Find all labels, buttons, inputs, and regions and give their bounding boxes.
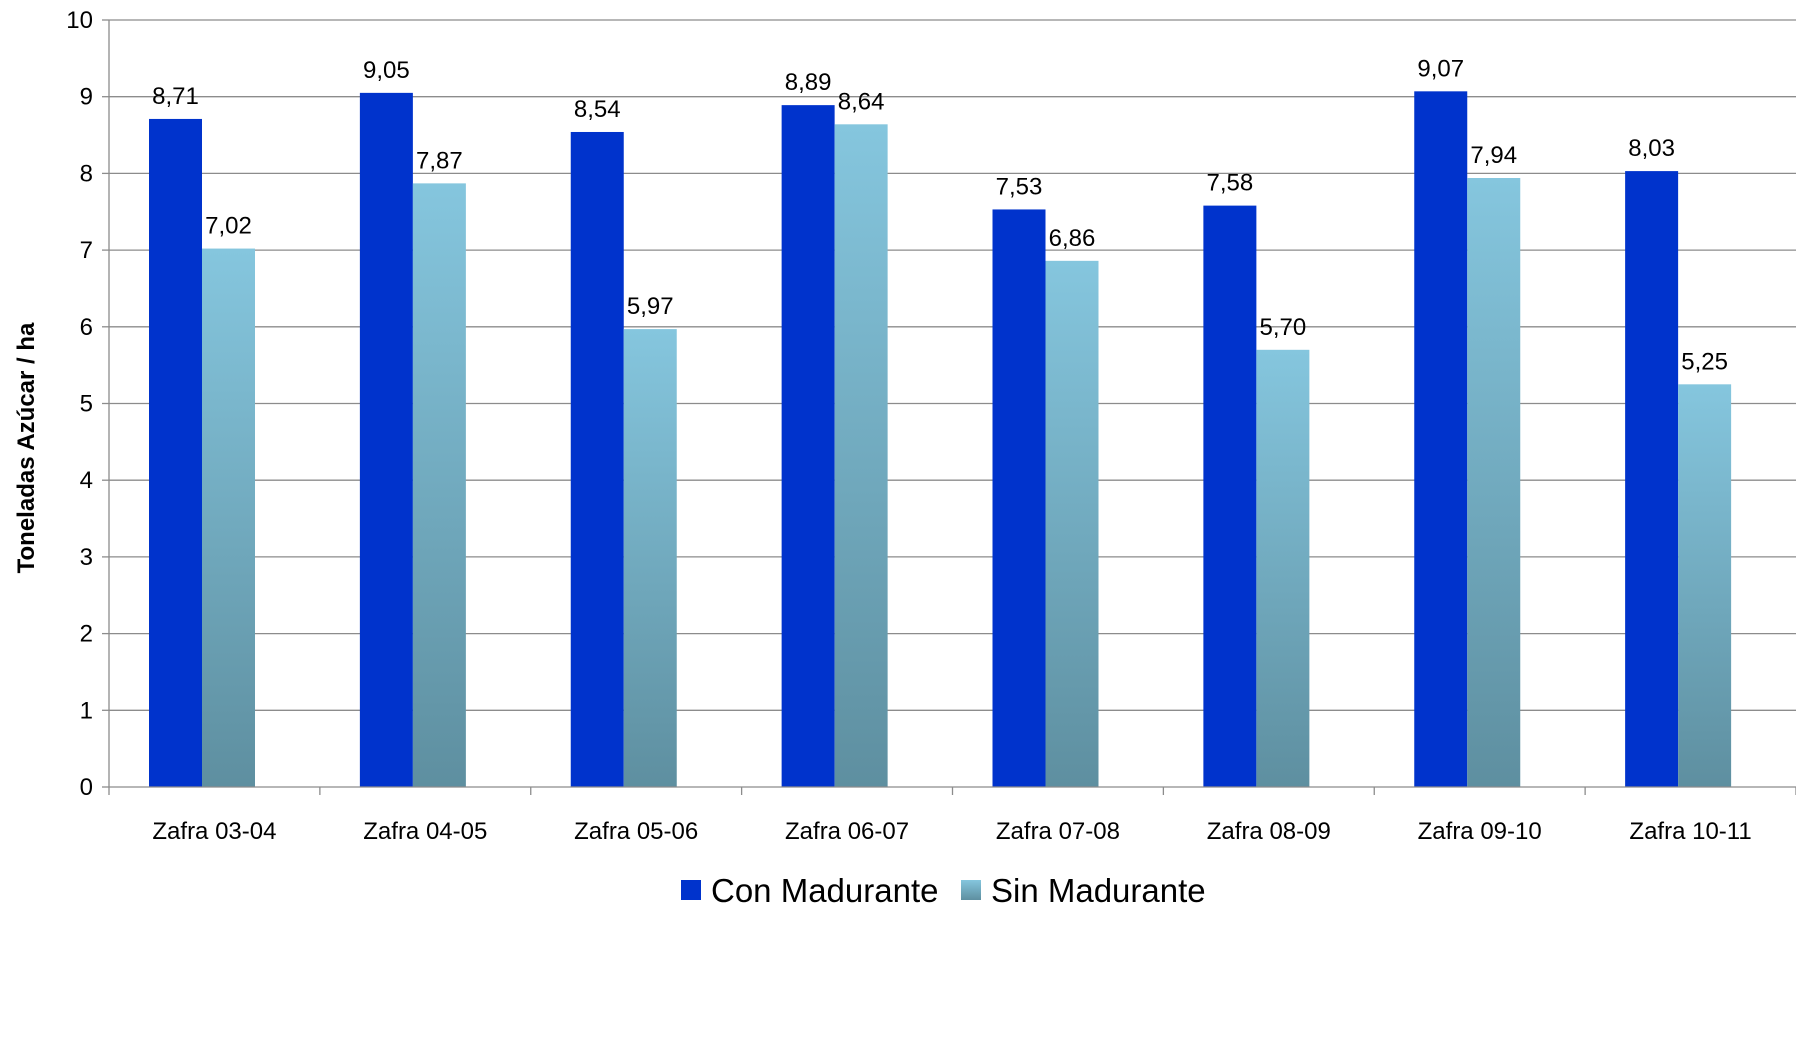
bars xyxy=(149,91,1732,788)
data-label: 5,25 xyxy=(1681,348,1728,375)
y-tick-label: 10 xyxy=(66,7,93,34)
data-label: 5,70 xyxy=(1260,314,1307,341)
legend: Con Madurante Sin Madurante xyxy=(681,872,1206,909)
data-label: 7,58 xyxy=(1207,170,1254,197)
x-category-label: Zafra 07-08 xyxy=(996,818,1120,845)
data-label: 8,54 xyxy=(574,96,621,123)
bar-sin-madurante xyxy=(412,183,466,788)
data-label: 7,94 xyxy=(1470,142,1517,169)
bar-con-madurante xyxy=(570,131,624,787)
bar-con-madurante xyxy=(1414,91,1468,788)
data-label: 5,97 xyxy=(627,293,674,320)
y-tick-label: 1 xyxy=(80,697,93,724)
y-tick-label: 7 xyxy=(80,237,93,264)
data-label: 7,53 xyxy=(996,173,1043,200)
bar-sin-madurante xyxy=(1467,178,1521,787)
bar-sin-madurante xyxy=(1256,349,1310,787)
bar-sin-madurante xyxy=(1678,384,1732,787)
data-label: 7,02 xyxy=(205,213,252,240)
bar-con-madurante xyxy=(359,92,413,788)
data-label: 8,03 xyxy=(1628,135,1675,162)
x-category-label: Zafra 03-04 xyxy=(152,818,276,845)
y-tick-label: 6 xyxy=(80,314,93,341)
y-axis-title: Toneladas Azúcar / ha xyxy=(13,322,40,573)
bar-con-madurante xyxy=(992,209,1046,788)
x-category-label: Zafra 08-09 xyxy=(1207,818,1331,845)
x-category-label: Zafra 05-06 xyxy=(574,818,698,845)
x-category-label: Zafra 06-07 xyxy=(785,818,909,845)
data-label: 7,87 xyxy=(416,147,463,174)
x-category-label: Zafra 10-11 xyxy=(1629,818,1751,845)
x-category-label: Zafra 09-10 xyxy=(1418,818,1542,845)
bar-con-madurante xyxy=(781,105,835,787)
bar-sin-madurante xyxy=(202,248,255,788)
y-tick-label: 2 xyxy=(80,621,93,648)
y-tick-label: 0 xyxy=(80,774,93,801)
data-label: 9,05 xyxy=(363,57,410,84)
legend-swatch-sin-madurante xyxy=(961,880,981,900)
bar-sin-madurante xyxy=(1045,260,1099,787)
axes: 0 1 2 3 4 5 6 7 8 9 10 Zafra 03-04 Zafra 04-05 Zafra … xyxy=(66,7,1796,845)
x-category-label: Zafra 04-05 xyxy=(363,818,487,845)
bar-sin-madurante xyxy=(834,124,888,787)
bar-sin-madurante xyxy=(623,329,677,787)
y-tick-label: 3 xyxy=(80,544,93,571)
data-label: 8,71 xyxy=(152,83,199,110)
data-label: 8,89 xyxy=(785,69,832,96)
y-tick-label: 8 xyxy=(80,160,93,187)
data-label: 8,64 xyxy=(838,88,885,115)
data-label: 9,07 xyxy=(1417,55,1464,82)
legend-swatch-con-madurante xyxy=(681,880,701,900)
bar-con-madurante xyxy=(149,118,202,788)
data-labels: 8,71 9,05 8,54 8,89 7,53 7,58 9,07 8,03 7,02 7,87… xyxy=(152,55,1728,375)
data-label: 6,86 xyxy=(1049,225,1096,252)
bar-con-madurante xyxy=(1203,205,1257,787)
legend-label: Sin Madurante xyxy=(991,872,1206,909)
bar-con-madurante xyxy=(1625,171,1679,787)
y-tick-label: 4 xyxy=(80,467,93,494)
y-tick-label: 5 xyxy=(80,391,93,418)
legend-label: Con Madurante xyxy=(711,872,938,909)
y-tick-label: 9 xyxy=(80,84,93,111)
